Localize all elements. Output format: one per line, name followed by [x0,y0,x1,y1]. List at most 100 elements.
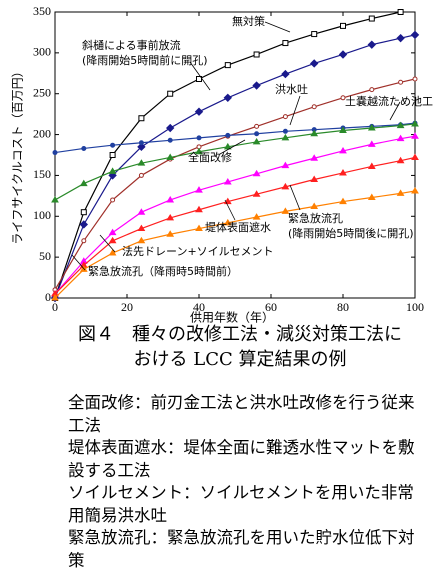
annotation: 斜樋による事前放流 [82,38,181,52]
annotation: 法先ドレーン+ソイルセメント [122,244,273,258]
leader-line [289,184,301,211]
marker [281,69,290,79]
marker [196,135,202,141]
marker [310,154,319,161]
annotation: 堤体表面遮水 [205,220,271,234]
marker [282,40,289,47]
marker [340,22,346,29]
marker [367,40,377,49]
marker [368,15,375,22]
series-line [55,34,415,298]
leader-line [219,139,246,155]
marker [79,220,89,229]
marker [252,169,261,177]
marker [397,9,404,15]
caption: 図４ 種々の改修工法・減災対策工法に おける LCC 算定結果の例 [40,322,440,372]
annotation: (降雨開始5時間前に開孔) [82,53,208,67]
annotation: 全面改修 [188,150,232,164]
marker [137,208,146,215]
marker [223,177,232,185]
marker [81,238,87,244]
marker [137,236,146,244]
marker [195,147,203,155]
marker [167,137,173,143]
marker [396,33,405,43]
leader-line [289,95,301,126]
marker [338,50,348,59]
marker [195,186,203,193]
marker [223,218,232,226]
marker [339,126,347,133]
series-line [55,156,415,295]
marker [396,189,405,196]
marker [339,146,347,154]
marker [51,195,59,203]
x-tick-label: 0 [52,300,58,314]
x-tick-label: 40 [193,300,205,314]
marker [339,197,347,205]
marker [80,209,87,216]
marker [138,115,145,122]
marker [253,51,260,58]
marker [137,159,146,166]
marker [367,140,376,147]
marker [196,76,202,83]
marker [367,124,376,131]
note: ソイルセメント：ソイルセメントを用いた非常用簡易洪水吐 [68,483,414,525]
marker [411,153,419,160]
x-tick-label: 100 [406,300,424,314]
marker [166,213,175,221]
marker [310,175,319,183]
y-tick-label: 250 [33,85,51,99]
marker [137,224,146,232]
marker [137,142,146,152]
annotation: 土嚢越流ため池工 [345,94,433,108]
marker [339,169,347,176]
marker [51,294,59,301]
y-tick-label: 150 [33,167,51,181]
marker [254,123,260,129]
marker [79,179,88,187]
note: 堤体表面遮水：堤体全面に難透水性マットを敷設する工法 [68,438,415,480]
leader-line [99,234,116,253]
note: 全面改修：前刃金工法と洪水吐改修を行う従来工法 [68,393,415,435]
series-line [55,122,415,154]
caption-line: おける LCC 算定結果の例 [133,349,347,370]
y-tick-label: 50 [39,249,51,263]
marker [311,31,318,38]
marker [340,95,346,101]
marker [412,76,418,82]
annotation: 無対策 [232,14,265,28]
leader-line [71,254,86,271]
y-tick-label: 300 [33,45,51,59]
marker [110,197,116,203]
annotation: (降雨開始5時間後に開孔) [288,226,414,240]
marker [108,236,117,244]
marker [167,90,174,97]
marker [309,59,319,68]
x-tick-label: 60 [265,300,277,314]
marker [281,133,290,141]
chart: 供用年数（年） ライフサイクルコスト（百万円） 0501001502002503… [11,4,434,325]
marker [166,153,175,160]
marker [411,119,419,127]
marker [138,172,144,178]
marker [310,202,319,209]
marker [252,81,261,90]
marker [224,62,231,69]
marker [166,230,175,237]
marker [411,132,419,139]
y-tick-label: 200 [33,126,51,140]
y-tick-label: 100 [33,208,51,222]
y-axis-title: ライフサイクルコスト（百万円） [11,65,25,244]
marker [108,249,117,256]
y-tick-label: 0 [45,290,51,304]
marker [410,30,420,40]
marker [254,131,260,137]
marker [369,87,375,93]
x-tick-label: 80 [337,300,349,314]
marker [396,134,405,142]
series-line [55,78,415,291]
marker [223,142,232,150]
